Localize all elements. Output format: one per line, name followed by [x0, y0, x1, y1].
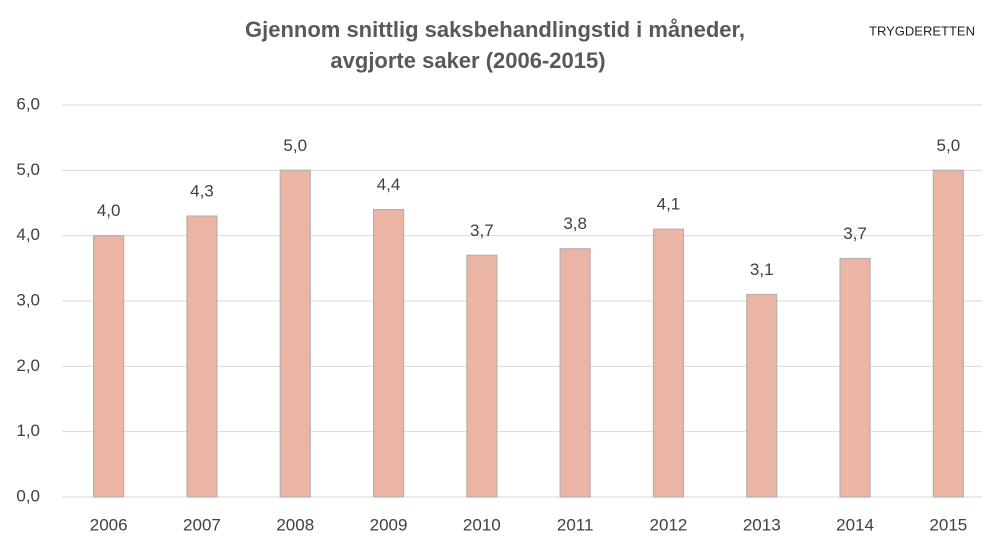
- x-tick-label: 2009: [370, 515, 408, 534]
- data-label: 3,7: [843, 224, 867, 243]
- x-tick-label: 2012: [650, 515, 688, 534]
- chart-title: avgjorte saker (2006-2015): [330, 48, 605, 73]
- data-label: 4,0: [97, 201, 121, 220]
- x-tick-label: 2006: [90, 515, 128, 534]
- bar: [652, 228, 685, 498]
- y-tick-label: 5,0: [16, 160, 40, 179]
- bar: [746, 293, 778, 498]
- data-label: 4,4: [377, 175, 401, 194]
- y-tick-label: 1,0: [16, 421, 40, 440]
- bar: [466, 254, 498, 498]
- y-tick-label: 0,0: [16, 486, 40, 505]
- data-label: 4,3: [190, 182, 214, 201]
- source-label: TRYGDERETTEN: [869, 23, 975, 38]
- y-tick-label: 3,0: [16, 290, 40, 309]
- data-label: 5,0: [283, 136, 307, 155]
- x-tick-label: 2013: [743, 515, 781, 534]
- chart-title: Gjennom snittlig saksbehandlingstid i må…: [245, 17, 745, 42]
- x-tick-label: 2014: [836, 515, 874, 534]
- data-label: 4,1: [657, 195, 681, 214]
- y-tick-label: 6,0: [16, 94, 40, 113]
- data-label: 3,8: [563, 214, 587, 233]
- bar: [559, 248, 591, 498]
- bar: [93, 235, 125, 498]
- x-tick-label: 2015: [929, 515, 967, 534]
- x-tick-label: 2010: [463, 515, 501, 534]
- bar: [186, 215, 218, 498]
- x-tick-label: 2008: [276, 515, 314, 534]
- bar: [372, 208, 405, 498]
- data-label: 5,0: [937, 136, 961, 155]
- x-tick-label: 2011: [557, 515, 594, 534]
- y-tick-label: 2,0: [16, 356, 40, 375]
- bar: [932, 169, 964, 498]
- bar: [279, 169, 311, 498]
- x-tick-label: 2007: [183, 515, 221, 534]
- y-tick-label: 4,0: [16, 225, 40, 244]
- data-label: 3,7: [470, 221, 494, 240]
- bar: [839, 257, 871, 498]
- data-label: 3,1: [750, 260, 774, 279]
